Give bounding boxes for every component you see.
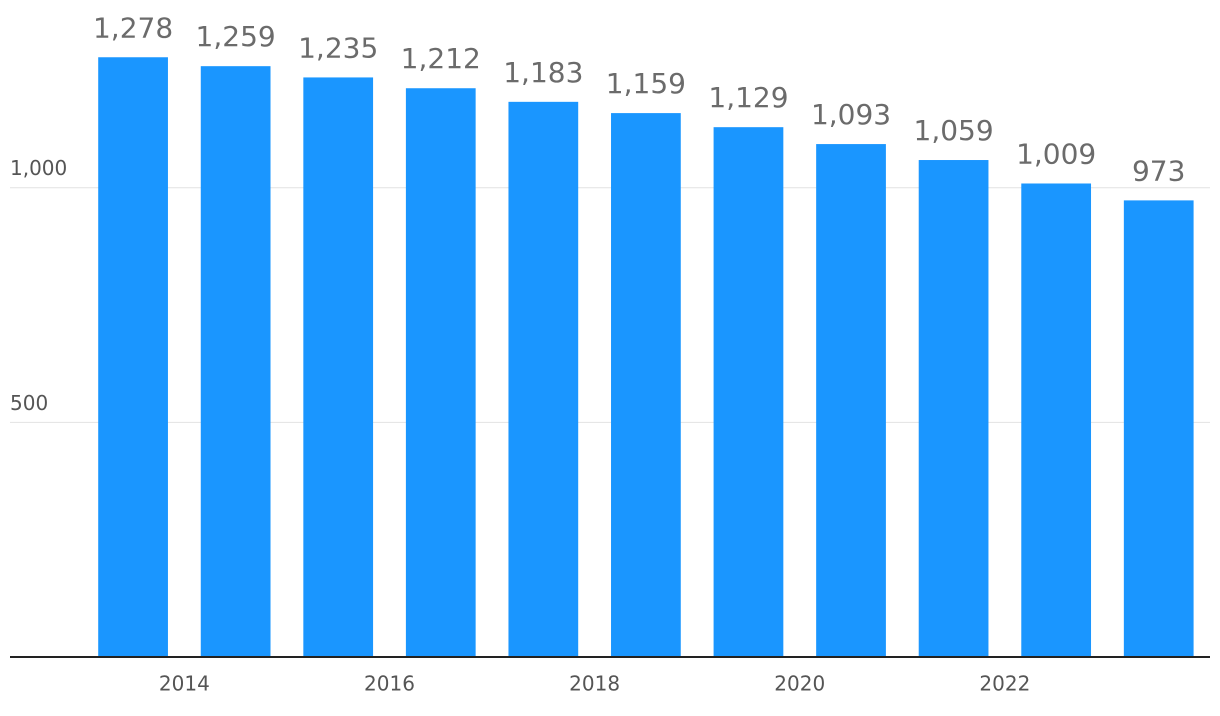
value-label: 1,129 (708, 81, 788, 114)
y-tick-label: 1,000 (10, 156, 67, 180)
x-tick-label: 2016 (364, 672, 415, 696)
bar (508, 101, 579, 657)
bar (918, 160, 989, 657)
value-label: 1,235 (298, 31, 378, 64)
bar (200, 66, 271, 657)
value-label: 1,212 (401, 42, 481, 75)
bar (816, 144, 886, 658)
value-label: 1,009 (1016, 137, 1096, 170)
y-tick-label: 500 (10, 391, 48, 415)
bar (98, 57, 168, 657)
bar (303, 77, 374, 658)
value-label: 1,278 (93, 11, 173, 44)
value-label: 1,259 (196, 20, 276, 53)
bar (1021, 183, 1092, 657)
value-label: 1,159 (606, 67, 686, 100)
bar (1123, 200, 1194, 657)
x-tick-label: 2014 (159, 672, 210, 696)
value-label: 1,183 (503, 56, 583, 89)
value-label: 1,059 (914, 114, 994, 147)
value-label: 973 (1132, 154, 1185, 187)
bar (405, 88, 476, 658)
value-label: 1,093 (811, 98, 891, 131)
bar (611, 113, 681, 658)
bar (713, 127, 784, 657)
x-tick-label: 2018 (569, 672, 620, 696)
x-tick-label: 2020 (774, 672, 825, 696)
x-tick-label: 2022 (979, 672, 1030, 696)
